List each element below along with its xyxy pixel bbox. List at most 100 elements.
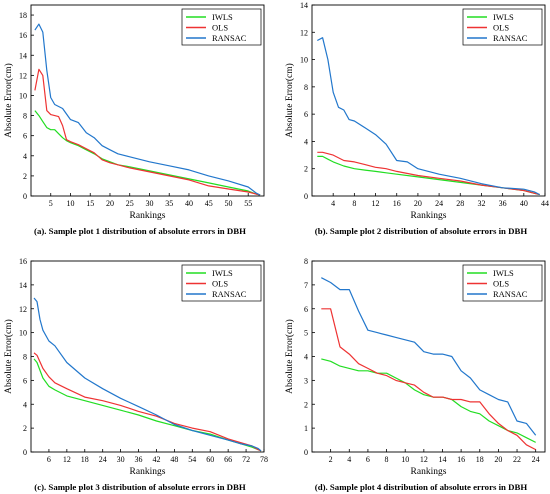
x-tick-label: 16	[457, 455, 465, 464]
y-tick-label: 0	[304, 192, 308, 201]
x-tick-label: 24	[532, 455, 540, 464]
legend-label-ransac: RANSAC	[493, 33, 528, 43]
series-line-ols	[33, 352, 262, 452]
legend-label-ols: OLS	[212, 279, 228, 289]
y-tick-label: 5	[304, 329, 308, 338]
y-tick-label: 14	[19, 281, 27, 290]
x-tick-label: 54	[188, 455, 196, 464]
x-tick-label: 48	[170, 455, 178, 464]
x-tick-label: 10	[401, 455, 409, 464]
y-tick-label: 4	[304, 137, 308, 146]
y-tick-label: 7	[304, 281, 308, 290]
x-tick-label: 25	[126, 199, 134, 208]
x-tick-label: 14	[438, 455, 446, 464]
y-tick-label: 0	[23, 448, 27, 457]
x-tick-label: 42	[152, 455, 160, 464]
x-tick-label: 15	[86, 199, 94, 208]
x-tick-label: 20	[106, 199, 114, 208]
y-tick-label: 8	[23, 353, 27, 362]
x-tick-label: 10	[66, 199, 74, 208]
x-tick-label: 16	[393, 199, 401, 208]
y-tick-label: 12	[300, 28, 308, 37]
y-tick-label: 0	[304, 448, 308, 457]
y-tick-label: 8	[304, 83, 308, 92]
legend-label-ols: OLS	[493, 23, 509, 33]
x-tick-label: 40	[185, 199, 193, 208]
y-tick-label: 6	[304, 110, 308, 119]
y-tick-label: 16	[19, 31, 27, 40]
x-tick-label: 36	[135, 455, 143, 464]
y-axis-title: Absolute Error(cm)	[284, 63, 295, 138]
legend-label-ransac: RANSAC	[212, 33, 247, 43]
panel-caption: (d). Sample plot 4 distribution of absol…	[315, 482, 528, 492]
x-tick-label: 12	[372, 199, 380, 208]
x-tick-label: 35	[165, 199, 173, 208]
x-tick-label: 28	[456, 199, 464, 208]
panel-caption: (c). Sample plot 3 distribution of absol…	[34, 482, 246, 492]
y-axis-title: Absolute Error(cm)	[3, 319, 14, 394]
y-tick-label: 10	[19, 329, 27, 338]
y-tick-label: 8	[304, 257, 308, 266]
y-tick-label: 1	[304, 424, 308, 433]
chart-panel-4: 2 4 6 8 10 12 14 16 18 20 22 24012345678RankingsAbs…	[284, 257, 546, 492]
y-tick-label: 6	[304, 305, 308, 314]
y-tick-label: 4	[23, 152, 27, 161]
x-tick-label: 8	[385, 455, 389, 464]
y-tick-label: 0	[23, 192, 27, 201]
x-tick-label: 55	[244, 199, 252, 208]
x-tick-label: 78	[260, 455, 268, 464]
legend-label-iwls: IWLS	[212, 268, 233, 278]
y-axis-title: Absolute Error(cm)	[284, 319, 295, 394]
series-line-ransac	[321, 277, 537, 436]
x-tick-label: 36	[499, 199, 507, 208]
legend-label-iwls: IWLS	[493, 12, 514, 22]
series-line-iwls	[34, 110, 261, 196]
x-tick-label: 8	[352, 199, 356, 208]
legend-label-ols: OLS	[212, 23, 228, 33]
series-line-iwls	[33, 358, 262, 452]
x-tick-label: 18	[476, 455, 484, 464]
x-tick-label: 72	[242, 455, 250, 464]
series-line-ransac	[317, 37, 540, 196]
y-tick-label: 18	[19, 11, 27, 20]
y-tick-label: 14	[300, 1, 308, 10]
legend-label-ransac: RANSAC	[212, 289, 247, 299]
x-tick-label: 66	[224, 455, 232, 464]
legend-label-iwls: IWLS	[493, 268, 514, 278]
y-tick-label: 12	[19, 305, 27, 314]
x-tick-label: 44	[541, 199, 549, 208]
y-tick-label: 6	[23, 376, 27, 385]
legend-label-ransac: RANSAC	[493, 289, 528, 299]
x-tick-label: 2	[329, 455, 333, 464]
y-tick-label: 2	[304, 165, 308, 174]
panel-caption: (b). Sample plot 2 distribution of absol…	[315, 226, 528, 236]
y-tick-label: 4	[23, 400, 27, 409]
x-tick-label: 6	[47, 455, 51, 464]
y-tick-label: 2	[23, 172, 27, 181]
y-tick-label: 2	[304, 400, 308, 409]
x-tick-label: 60	[206, 455, 214, 464]
y-tick-label: 12	[19, 71, 27, 80]
series-line-ols	[34, 68, 261, 196]
x-tick-label: 50	[224, 199, 232, 208]
y-tick-label: 8	[23, 112, 27, 121]
series-line-ols	[321, 308, 536, 451]
x-tick-label: 20	[494, 455, 502, 464]
x-axis-title: Rankings	[411, 211, 447, 221]
x-tick-label: 18	[81, 455, 89, 464]
y-tick-label: 4	[304, 353, 308, 362]
x-tick-label: 22	[513, 455, 521, 464]
chart-panel-2: 4 8 12 16 20 24 28 32 36 40 4402468101214RankingsA…	[284, 1, 549, 236]
series-line-ransac	[33, 297, 262, 452]
series-line-iwls	[321, 358, 536, 443]
x-tick-label: 4	[331, 199, 335, 208]
y-tick-label: 10	[19, 91, 27, 100]
x-axis-title: Rankings	[130, 467, 166, 477]
x-tick-label: 4	[347, 455, 351, 464]
x-tick-label: 40	[520, 199, 528, 208]
chart-panel-3: 6 12 18 24 30 36 42 48 54 60 66 72 780246810121416Ra…	[3, 257, 268, 492]
